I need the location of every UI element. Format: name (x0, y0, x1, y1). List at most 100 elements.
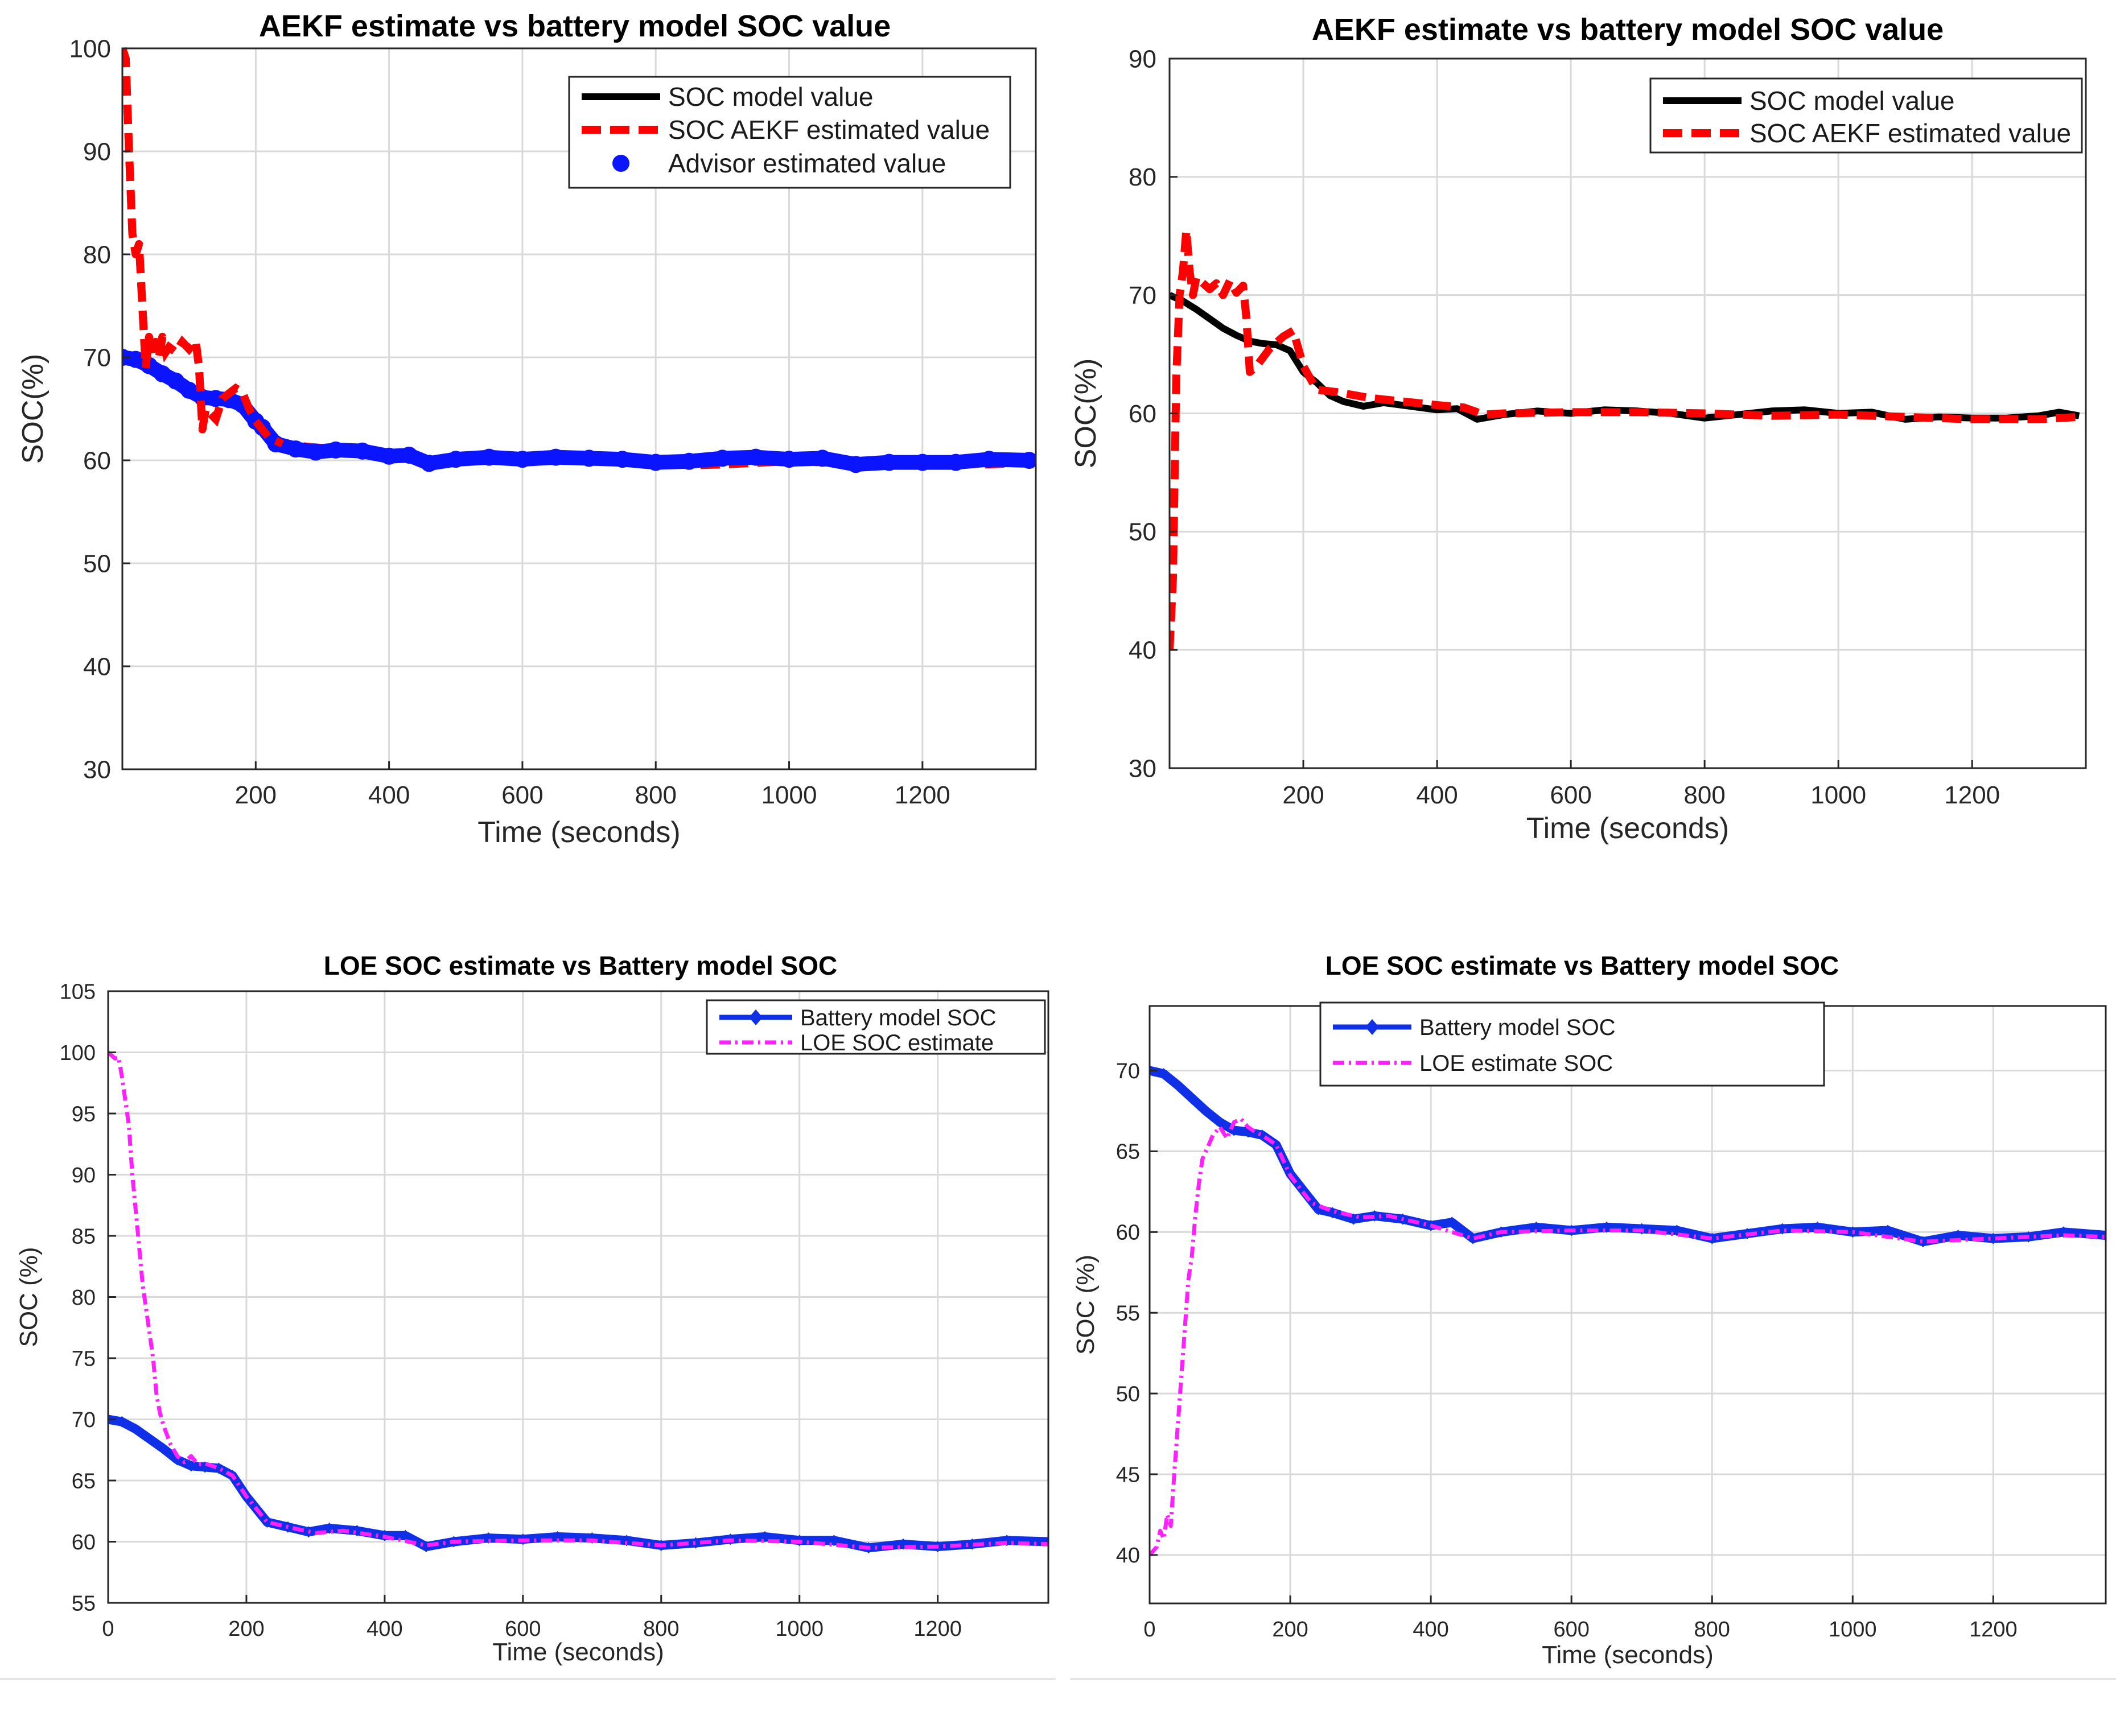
y-tick-label: 70 (72, 1408, 96, 1432)
x-tick-label: 200 (228, 1617, 264, 1641)
diamond-marker (1002, 1535, 1012, 1547)
y-tick-label: 85 (72, 1224, 96, 1248)
y-tick-label: 70 (1116, 1059, 1140, 1083)
x-tick-label: 1200 (1969, 1618, 2018, 1642)
diamond-marker (1172, 1079, 1183, 1091)
axes-box (121, 47, 1037, 770)
diamond-marker (1200, 1105, 1211, 1117)
diamond-marker (483, 1532, 494, 1544)
y-tick-label: 80 (1129, 163, 1156, 191)
data-point (847, 456, 864, 473)
data-point (714, 450, 731, 467)
separator-line (1070, 1678, 2116, 1680)
diamond-marker (2058, 1226, 2069, 1238)
data-point (380, 447, 398, 465)
y-tick-label: 60 (1116, 1221, 1140, 1245)
y-axis-label: SOC(%) (1069, 358, 1102, 469)
diamond-marker (1531, 1221, 1542, 1233)
diamond-marker (967, 1538, 978, 1550)
data-point (127, 351, 145, 368)
y-tick-label: 95 (72, 1102, 96, 1126)
data-point (513, 451, 531, 468)
y-tick-label: 50 (83, 550, 111, 578)
y-tick-label: 80 (83, 241, 111, 269)
legend: Battery model SOC LOE estimate SOC (1319, 1001, 1825, 1087)
legend-label: Battery model SOC (1419, 1015, 1616, 1040)
data-point (327, 441, 344, 459)
x-tick-label: 1000 (1810, 781, 1866, 809)
x-tick-label: 200 (1282, 781, 1324, 809)
data-point (780, 451, 798, 468)
diamond-marker (1468, 1232, 1479, 1244)
y-axis-label: SOC (%) (1072, 1255, 1100, 1355)
y-tick-label: 75 (72, 1347, 96, 1371)
separator-line (0, 1678, 1056, 1680)
diamond-marker (1917, 1236, 1928, 1248)
x-tick-label: 600 (501, 781, 543, 809)
diamond-marker (1988, 1232, 1999, 1244)
legend-box (706, 999, 1046, 1055)
data-point (581, 450, 598, 467)
data-point (1020, 452, 1036, 469)
y-tick-label: 70 (83, 344, 111, 372)
x-axis-label: Time (seconds) (477, 816, 680, 849)
panel-a: 200 400 600 800 1000 1200 30 40 50 60 70 80 90 100 AEK… (0, 0, 1059, 865)
data-point (307, 443, 324, 461)
data-point (353, 442, 371, 460)
x-tick-label: 800 (1694, 1618, 1730, 1642)
legend-diamond-marker (749, 1009, 763, 1025)
chart-title: LOE SOC estimate vs Battery model SOC (324, 951, 837, 980)
legend-label: LOE SOC estimate (800, 1030, 994, 1055)
data-point (287, 440, 304, 458)
panel-d: 0 200 400 600 800 1000 1200 40 45 50 55 60 65 70 LOE S… (1070, 939, 2116, 1679)
diamond-marker (1672, 1224, 1682, 1236)
plot-area (1150, 1006, 2106, 1603)
diamond-marker (324, 1522, 335, 1534)
chart-title: AEKF estimate vs battery model SOC value (1312, 13, 1944, 47)
x-tick-label: 1200 (1944, 781, 2000, 809)
legend-label: SOC AEKF estimated value (1749, 118, 2071, 148)
diamond-marker (1158, 1068, 1169, 1080)
diamond-marker (144, 1433, 155, 1445)
x-tick-label: 1200 (913, 1617, 962, 1641)
diamond-marker (1313, 1203, 1324, 1215)
diamond-marker (130, 1423, 141, 1435)
chart-c: 0 200 400 600 800 1000 1200 55 60 65 70 75 80 85 90 95 1… (15, 951, 1049, 1666)
data-point (400, 446, 418, 464)
series-aekf-overlay (122, 47, 285, 448)
data-point (180, 381, 198, 399)
diamond-marker (186, 1460, 196, 1472)
x-tick-label: 1000 (761, 781, 817, 809)
x-tick-label: 600 (505, 1617, 541, 1641)
diamond-marker (690, 1537, 701, 1549)
legend-label: SOC AEKF estimated value (668, 115, 990, 145)
aekf-dashed-line (1170, 226, 2080, 650)
x-tick-label: 400 (368, 781, 410, 809)
data-point (980, 451, 998, 468)
diamond-marker (552, 1531, 563, 1543)
x-tick-label: 600 (1553, 1618, 1589, 1642)
diamond-marker (1242, 1126, 1253, 1138)
y-axis-label: SOC(%) (17, 354, 50, 464)
diamond-marker (400, 1529, 411, 1541)
x-tick-label: 1000 (775, 1617, 824, 1641)
x-tick-label: 0 (102, 1617, 114, 1641)
data-point (480, 448, 498, 466)
data-point (167, 372, 184, 390)
diamond-marker (1187, 1092, 1197, 1104)
diamond-marker (621, 1535, 632, 1547)
panel-c: 0 200 400 600 800 1000 1200 55 60 65 70 75 80 85 90 95 1… (0, 939, 1059, 1679)
y-tick-label: 80 (72, 1286, 96, 1310)
y-tick-label: 105 (60, 980, 96, 1004)
data-point (747, 448, 764, 466)
y-tick-label: 30 (83, 756, 111, 784)
diamond-marker (1327, 1207, 1338, 1219)
y-tick-label: 55 (1116, 1301, 1140, 1325)
x-axis-label: Time (seconds) (492, 1638, 664, 1666)
data-point (947, 453, 965, 471)
loe-dashdot-line (1150, 1117, 2106, 1557)
